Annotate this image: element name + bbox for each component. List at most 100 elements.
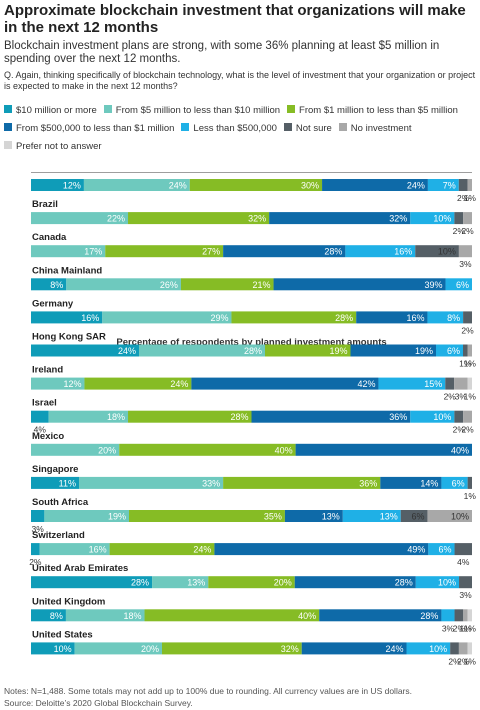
data-label: 2% xyxy=(448,656,461,666)
legend-label: Less than $500,000 xyxy=(193,123,277,134)
bar-segment xyxy=(31,510,45,522)
bar-segment xyxy=(454,609,464,622)
bar-segment xyxy=(31,609,66,622)
data-label: 10% xyxy=(54,644,72,654)
bar-segment xyxy=(463,410,472,423)
legend-swatch xyxy=(4,141,12,149)
legend-swatch xyxy=(4,105,12,113)
data-label: 18% xyxy=(107,412,125,422)
bar-segment xyxy=(128,212,270,225)
category-label: Ireland xyxy=(32,365,63,376)
data-label: 40% xyxy=(298,611,316,621)
bar-segment xyxy=(44,510,130,522)
data-label: 24% xyxy=(170,379,188,389)
bar-segment xyxy=(105,245,224,258)
legend-label: From $1 million to less than $5 million xyxy=(299,105,458,116)
data-label: 1% xyxy=(464,491,477,501)
bar-segment xyxy=(231,311,357,324)
data-label: 8% xyxy=(447,313,460,323)
data-label: 16% xyxy=(394,247,412,257)
bar-segment xyxy=(436,344,463,357)
bar-segment xyxy=(223,245,346,258)
data-label: 33% xyxy=(202,478,220,488)
bar-segment xyxy=(265,344,351,357)
data-label: 28% xyxy=(324,247,342,257)
data-label: 15% xyxy=(424,379,442,389)
data-label: 2% xyxy=(444,392,457,402)
data-label: 3% xyxy=(459,590,472,600)
bar-segment xyxy=(129,510,285,522)
bar-segment xyxy=(467,377,472,390)
data-label: 1% xyxy=(459,623,472,633)
bar-segment xyxy=(378,377,446,390)
data-label: 10% xyxy=(438,247,456,257)
data-label: 20% xyxy=(274,578,292,588)
category-label: South Africa xyxy=(32,497,89,508)
bar-segment xyxy=(467,642,472,655)
header-rule: Percentage of respondents by planned inv… xyxy=(31,172,472,348)
bar-segment xyxy=(459,576,472,589)
data-label: 27% xyxy=(202,247,220,257)
bar-segment xyxy=(294,576,416,589)
bar-segment xyxy=(48,410,129,423)
category-label: Germany xyxy=(32,298,74,309)
data-label: 28% xyxy=(420,611,438,621)
bar-segment xyxy=(406,642,451,655)
bar-segment xyxy=(380,476,442,489)
bar-segment xyxy=(39,543,110,556)
bar-segment xyxy=(463,311,472,324)
bar-segment xyxy=(467,179,472,191)
bar-segment xyxy=(208,576,295,589)
bar-segment xyxy=(454,543,472,556)
data-label: 24% xyxy=(193,545,211,555)
bar-segment xyxy=(31,212,129,225)
data-label: 28% xyxy=(335,313,353,323)
category-label: Hong Kong SAR xyxy=(32,332,106,343)
bar-segment xyxy=(463,609,468,622)
bar-segment xyxy=(251,410,411,423)
bar-segment xyxy=(269,212,411,225)
bar-segment xyxy=(467,476,472,489)
source-line: Source: Deloitte’s 2020 Global Blockchai… xyxy=(4,698,193,708)
data-label: 12% xyxy=(63,181,81,191)
category-label: Switzerland xyxy=(32,530,85,541)
data-label: 49% xyxy=(407,545,425,555)
data-label: 1% xyxy=(464,623,477,633)
legend-item: Prefer not to answer xyxy=(4,138,102,156)
legend-item: Less than $500,000 xyxy=(181,120,277,138)
bar-segment xyxy=(454,377,468,390)
bar-segment xyxy=(31,344,139,357)
legend-swatch xyxy=(287,105,296,113)
bar-segment xyxy=(31,410,49,423)
legend-swatch xyxy=(283,123,292,131)
bar-segment xyxy=(223,476,381,489)
data-label: 16% xyxy=(406,313,424,323)
bar-segment xyxy=(74,642,162,655)
bar-segment xyxy=(31,377,85,390)
bar-segment xyxy=(214,543,429,556)
data-label: 8% xyxy=(50,611,63,621)
data-label: 10% xyxy=(451,512,469,522)
data-label: 1% xyxy=(459,359,472,369)
data-label: 10% xyxy=(438,578,456,588)
data-label: 28% xyxy=(131,578,149,588)
legend-item: From $500,000 to less than $1 million xyxy=(4,120,174,138)
data-label: 1% xyxy=(464,359,477,369)
bar-segment xyxy=(441,609,455,622)
data-label: 13% xyxy=(380,512,398,522)
bar-segment xyxy=(467,344,472,357)
data-label: 2% xyxy=(457,656,470,666)
bar-segment xyxy=(441,476,468,489)
data-label: 21% xyxy=(253,280,271,290)
data-label: 11% xyxy=(59,478,76,488)
legend-label: From $500,000 to less than $1 million xyxy=(16,123,175,134)
bar-segment xyxy=(31,179,84,191)
data-label: 17% xyxy=(84,247,102,257)
data-label: 3% xyxy=(455,392,468,402)
data-label: 8% xyxy=(50,280,63,290)
data-label: 3% xyxy=(442,623,455,633)
data-label: 6% xyxy=(439,545,452,555)
data-label: 2% xyxy=(461,325,474,335)
bar-segment xyxy=(31,543,40,556)
data-label: 14% xyxy=(420,478,438,488)
